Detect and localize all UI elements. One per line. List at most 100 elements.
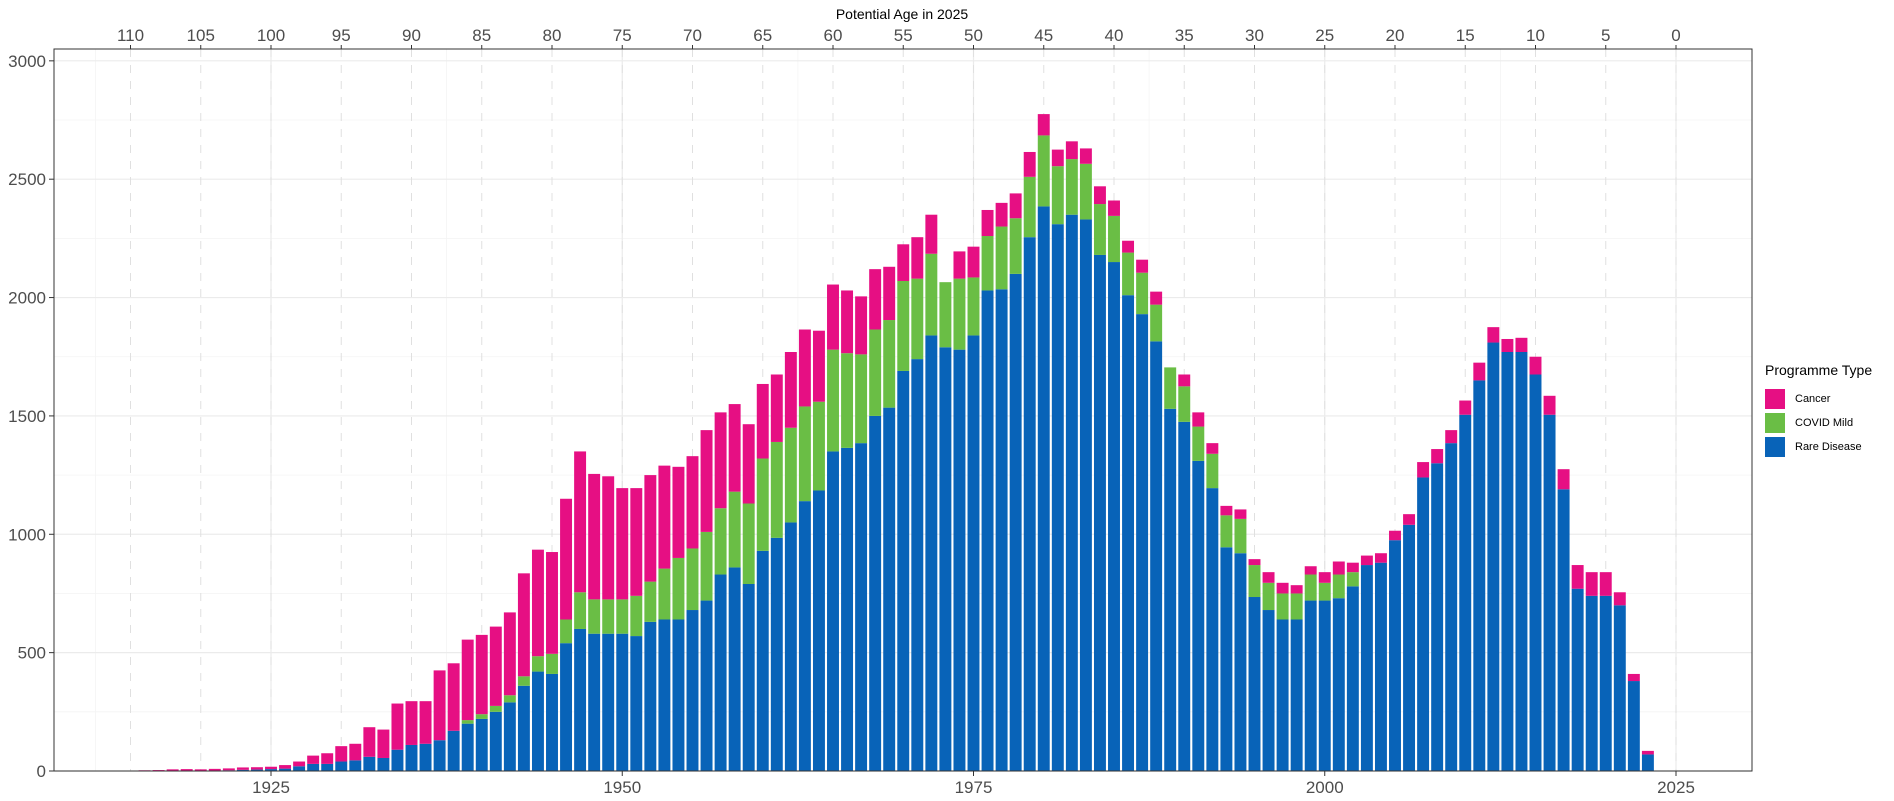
bar-rare-disease-2014	[1515, 352, 1528, 771]
bar-covid-mild-1947	[574, 592, 587, 629]
bar-cancer-1984	[1093, 186, 1106, 205]
bar-cancer-1963	[798, 329, 811, 407]
bar-covid-mild-1948	[588, 599, 601, 634]
plot-panel-border	[53, 48, 1753, 772]
bar-covid-mild-1994	[1234, 518, 1247, 554]
top-tick-label: 0	[1671, 26, 1680, 45]
bar-cancer-1997	[1276, 582, 1289, 594]
bar-rare-disease-1941	[489, 711, 502, 771]
bar-cancer-1933	[377, 729, 390, 758]
bar-cancer-1946	[560, 498, 573, 620]
bar-cancer-2019	[1585, 572, 1598, 596]
bar-rare-disease-1998	[1290, 619, 1303, 771]
bar-rare-disease-1935	[405, 744, 418, 771]
top-tick-label: 5	[1601, 26, 1610, 45]
bar-rare-disease-1980	[1037, 206, 1050, 771]
bar-rare-disease-2006	[1403, 524, 1416, 771]
bar-cancer-2012	[1487, 327, 1500, 343]
bar-cancer-1941	[489, 626, 502, 706]
bar-rare-disease-2009	[1445, 443, 1458, 771]
bar-rare-disease-2021	[1613, 605, 1626, 771]
bar-rare-disease-1942	[503, 702, 516, 771]
bar-rare-disease-1924	[250, 769, 263, 771]
bar-rare-disease-1976	[981, 290, 994, 771]
bar-covid-mild-1954	[672, 557, 685, 620]
bar-rare-disease-1967	[855, 443, 868, 771]
top-tick-label: 40	[1105, 26, 1124, 45]
bar-rare-disease-2001	[1332, 598, 1345, 771]
bar-rare-disease-1990	[1178, 421, 1191, 771]
bar-rare-disease-1944	[531, 671, 544, 771]
bar-covid-mild-1990	[1178, 386, 1191, 422]
bar-rare-disease-1949	[602, 633, 615, 771]
bar-covid-mild-1996	[1262, 582, 1275, 611]
legend-key	[1765, 413, 1785, 433]
top-tick-label: 55	[894, 26, 913, 45]
bar-cancer-1961	[770, 374, 783, 442]
bar-rare-disease-2002	[1346, 586, 1359, 771]
bar-cancer-1976	[981, 209, 994, 237]
legend-items: Cancer COVID Mild Rare Disease	[1765, 387, 1890, 459]
bar-cancer-1977	[995, 202, 1008, 227]
bar-cancer-2003	[1360, 555, 1373, 566]
bar-covid-mild-1966	[841, 353, 854, 448]
bar-covid-mild-1995	[1248, 565, 1261, 598]
bar-rare-disease-1992	[1206, 488, 1219, 771]
bar-covid-mild-1985	[1108, 215, 1120, 263]
legend-item-covid-mild: COVID Mild	[1765, 411, 1890, 435]
bar-rare-disease-2011	[1473, 380, 1486, 771]
bar-rare-disease-1962	[784, 522, 797, 771]
bar-cancer-1931	[349, 743, 362, 761]
legend-label: Cancer	[1795, 393, 1831, 405]
bar-cancer-1938	[447, 663, 460, 731]
bar-rare-disease-1983	[1079, 219, 1092, 772]
top-tick-label: 20	[1386, 26, 1405, 45]
bar-cancer-1969	[883, 266, 896, 321]
bar-cancer-1920	[194, 769, 207, 771]
top-tick-label: 60	[824, 26, 843, 45]
bar-rare-disease-1936	[419, 743, 432, 771]
bar-rare-disease-1969	[883, 407, 896, 771]
bar-covid-mild-1963	[798, 406, 811, 502]
bar-cancer-1975	[967, 246, 980, 278]
y-axis: 0 500 1000 1500 2000 2500 3000	[8, 52, 54, 781]
bar-cancer-1951	[630, 488, 643, 596]
bar-cancer-1962	[784, 352, 797, 428]
x-tick-label: 1950	[603, 778, 641, 797]
bar-cancer-2016	[1543, 395, 1556, 415]
bar-rare-disease-2013	[1501, 352, 1514, 771]
bar-cancer-1949	[602, 476, 615, 600]
top-tick-label: 110	[117, 26, 144, 45]
bar-cancer-1991	[1192, 412, 1205, 427]
bar-cancer-1971	[911, 237, 924, 279]
bar-cancer-2001	[1332, 561, 1345, 575]
bar-cancer-2018	[1571, 565, 1584, 589]
bar-cancer-1965	[827, 284, 839, 350]
x-axis-bottom: 1925 1950 1975 2000 2025	[252, 771, 1695, 797]
bar-cancer-1936	[419, 701, 432, 744]
bar-rare-disease-1948	[588, 633, 601, 771]
bar-covid-mild-1988	[1150, 304, 1163, 342]
bar-covid-mild-1975	[967, 277, 980, 336]
bar-covid-mild-1976	[981, 236, 994, 291]
top-tick-label: 70	[683, 26, 702, 45]
top-axis-title: Potential Age in 2025	[836, 6, 969, 22]
bar-covid-mild-1979	[1023, 176, 1036, 238]
bar-covid-mild-1980	[1037, 135, 1050, 207]
bar-covid-mild-1973	[939, 282, 952, 348]
bar-cancer-2010	[1459, 400, 1472, 415]
bar-covid-mild-1956	[700, 531, 713, 601]
bar-covid-mild-1952	[644, 581, 657, 622]
legend-label: COVID Mild	[1795, 417, 1854, 429]
bar-cancer-1994	[1234, 509, 1247, 519]
x-axis-top: 110 105 100 95 90 85 80 75 70 65 60 55 50 45 40 35 30 25 2…	[117, 26, 1681, 49]
bar-cancer-1947	[574, 451, 587, 593]
bar-covid-mild-1993	[1220, 515, 1233, 548]
bar-rare-disease-1994	[1234, 553, 1247, 771]
bar-cancer-1974	[953, 251, 966, 279]
bar-rare-disease-1923	[236, 769, 249, 771]
y-tick-label: 1000	[8, 525, 46, 544]
bar-covid-mild-1940	[475, 714, 488, 719]
bar-cancer-1924	[250, 767, 263, 770]
bar-cancer-1968	[869, 269, 882, 330]
